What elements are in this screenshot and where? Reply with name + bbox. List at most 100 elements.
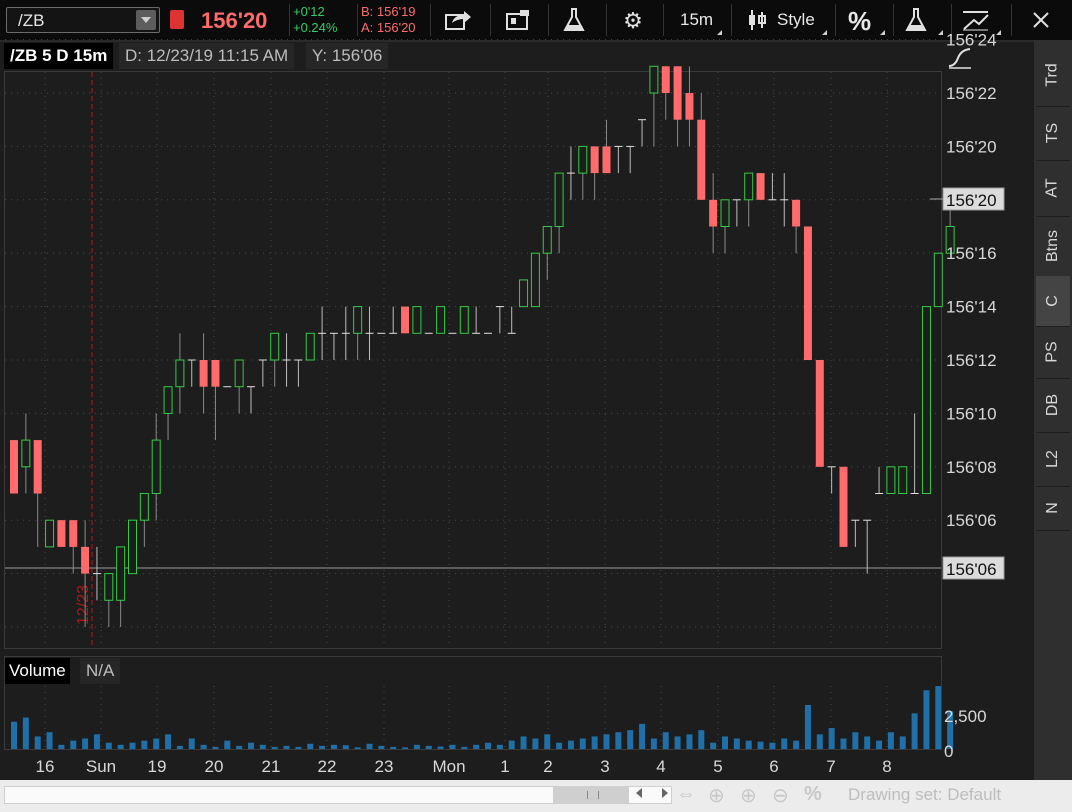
y-tick-label: 156'20 [946,137,997,156]
sidebar-tab-label: DB [1043,393,1061,417]
candle [530,252,540,308]
sidebar-tab-at[interactable]: AT [1036,160,1070,217]
volume-bar [58,744,65,749]
volume-bar [70,740,77,749]
volume-bar [852,732,859,749]
toolbar-divider [1011,4,1012,36]
scrollbar-grip-icon [587,791,599,799]
ask-value: A: 156'20 [361,20,416,35]
pan-icon[interactable]: ⇔ [676,783,696,805]
candle [258,359,267,387]
scroll-right-icon[interactable] [662,788,668,798]
candle [81,520,90,627]
grid-lines [5,39,941,749]
sidebar-tab-ps[interactable]: PS [1036,326,1070,379]
volume-bar [627,730,634,749]
volume-bar [485,742,491,749]
gear-icon[interactable]: ⚙ [623,8,643,33]
chart-style-icon[interactable] [946,44,974,70]
zoom-in-icon[interactable]: ⊕ [740,785,757,807]
candle [933,252,943,308]
chevron-down-icon[interactable] [136,10,156,30]
volume-bar [615,732,622,749]
volume-panel[interactable] [4,656,942,750]
candle-body [720,199,730,228]
candle-body [57,520,66,547]
scroll-left-icon[interactable] [636,788,642,798]
scrollbar-thumb[interactable] [553,786,629,804]
volume-bar [93,734,100,749]
dropdown-corner-icon [822,30,827,35]
drawing-icon[interactable] [962,8,990,32]
volume-bar [212,746,219,749]
flask-icon[interactable] [563,7,585,33]
zoom-out-icon[interactable]: ⊖ [772,785,789,807]
chart-title[interactable]: /ZB 5 D 15m [4,43,114,69]
volume-bar [745,740,752,749]
volume-bar [295,746,302,749]
volume-bar [105,742,112,749]
candle [163,386,173,441]
sidebar-tab-n[interactable]: N [1036,486,1070,531]
sidebar-tab-ts[interactable]: TS [1036,106,1070,161]
horizontal-scrollbar[interactable] [4,786,672,804]
sidebar-tab-trd[interactable]: Trd [1036,44,1070,107]
candle [898,466,908,494]
candle-body [305,332,315,361]
symbol-selector[interactable] [6,7,160,33]
candle [744,172,754,227]
volume-bar [816,734,823,749]
drawing-set-label[interactable]: Drawing set: Default [848,785,1002,804]
sidebar-tab-db[interactable]: DB [1036,378,1070,433]
volume-bar [544,734,551,749]
candle-body [578,145,588,174]
toolbar-divider [430,4,431,36]
candle [341,306,350,360]
net-change: +0'12 +0.24% [293,4,337,36]
volume-bar [639,723,646,749]
volume-bar [22,717,29,749]
volume-bar [722,736,728,749]
volume-bar [935,686,942,749]
candle-body [151,439,161,495]
candle-body [116,546,126,601]
candle [542,226,552,280]
x-axis: 16 Sun 19 20 21 22 23 Mon 1 2 3 4 5 6 7 8 [36,757,892,776]
crosshair-icon[interactable]: ⊕ [708,785,725,807]
bid-ask: B: 156'19 A: 156'20 [361,4,416,36]
candle-body [45,519,55,548]
sidebar-tab-c[interactable]: C [1036,276,1070,327]
close-icon[interactable] [1032,11,1050,29]
candle [554,172,564,254]
candle [578,145,588,200]
percent-button[interactable]: % [848,6,872,36]
candle [329,332,338,360]
x-tick-label: 2 [543,757,552,776]
candle [234,359,244,414]
percent-icon[interactable]: % [804,783,822,805]
sidebar-tab-btns[interactable]: Btns [1036,216,1070,277]
candlestick-icon[interactable] [746,9,768,31]
timeframe-button[interactable]: 15m [680,10,714,29]
studies-icon[interactable] [505,9,531,31]
volume-bar [508,740,515,749]
candle-body [211,360,220,387]
alert-flag-icon[interactable] [170,10,184,29]
volume-label: Volume [5,658,70,684]
candle-body [744,172,754,201]
share-icon[interactable] [444,9,472,31]
candle [661,66,670,120]
session-marker-label: 12/23 [75,585,92,625]
sidebar-tab-label: TS [1043,122,1061,144]
candle [175,333,185,414]
volume-bar [283,745,290,749]
flask-icon[interactable] [905,7,927,33]
price-chart[interactable] [4,71,942,649]
net-change-value: +0'12 [293,4,325,19]
candle-body [554,172,564,228]
style-button[interactable]: Style [777,10,815,29]
sidebar-tab-l2[interactable]: L2 [1036,432,1070,487]
y-tick-label: 156'24 [946,31,997,50]
volume-bar [34,736,41,749]
volume-bar [402,747,409,749]
